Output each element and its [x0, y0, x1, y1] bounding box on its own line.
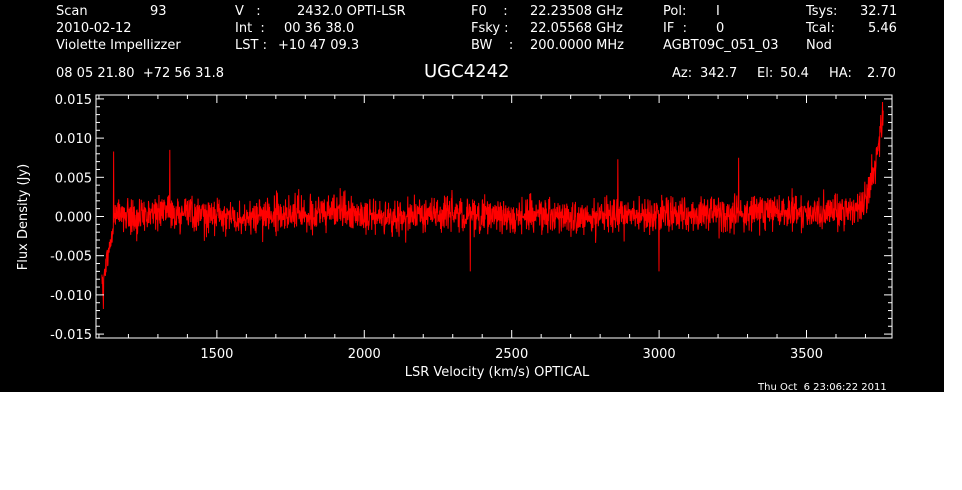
project-id: AGBT09C_051_03: [663, 38, 779, 53]
lst-value: +10 47 09.3: [278, 38, 360, 53]
x-tick-label: 1500: [200, 347, 233, 362]
spectrum-chart: 1500 2000 2500 3000 3500 -0.015 -0.010 -0.005 0.…: [16, 93, 893, 380]
az-label: Az:: [672, 66, 693, 81]
x-tick-label: 3000: [643, 347, 676, 362]
timestamp: Thu Oct 6 23:06:22 2011: [758, 382, 887, 393]
el-value: 50.4: [780, 66, 809, 81]
if-label: IF :: [663, 21, 687, 36]
source-name: UGC4242: [424, 61, 510, 82]
trace-layer: [101, 102, 884, 310]
bw-value: 200.0000 MHz: [530, 38, 624, 53]
y-tick-label: -0.015: [50, 328, 92, 343]
el-label: El:: [757, 66, 774, 81]
pol-value: I: [716, 4, 720, 19]
y-tick-label: 0.010: [55, 132, 92, 147]
int-value: 00 36 38.0: [284, 21, 355, 36]
ha-value: 2.70: [867, 66, 896, 81]
bw-label: BW :: [471, 38, 514, 53]
y-tick-label: 0.005: [55, 171, 92, 186]
tsys-value: 32.71: [860, 4, 898, 19]
ra-dec-coords: 08 05 21.80 +72 56 31.8: [56, 66, 225, 81]
obs-date: 2010-02-12: [56, 21, 132, 36]
f0-label: F0 :: [471, 4, 508, 19]
x-tick-label: 2000: [348, 347, 381, 362]
x-axis-label: LSR Velocity (km/s) OPTICAL: [405, 365, 590, 380]
pol-label: Pol:: [663, 4, 687, 19]
y-axis-label: Flux Density (Jy): [16, 164, 31, 270]
x-tick-label: 3500: [790, 347, 823, 362]
plot-panel: Scan 93 2010-02-12 Violette Impellizzer …: [0, 0, 944, 393]
observer-name: Violette Impellizzer: [56, 38, 181, 53]
f0-value: 22.23508 GHz: [530, 4, 623, 19]
scan-value: 93: [150, 4, 167, 19]
fsky-value: 22.05568 GHz: [530, 21, 623, 36]
tcal-value: 5.46: [868, 21, 897, 36]
int-label: Int :: [235, 21, 265, 36]
flux-trace: [101, 102, 884, 310]
fsky-label: Fsky :: [471, 21, 509, 36]
y-tick-label: 0.000: [55, 211, 92, 226]
procedure-name: Nod: [806, 38, 832, 53]
axes-layer: 1500 2000 2500 3000 3500 -0.015 -0.010 -0.005 0.…: [50, 93, 892, 362]
y-tick-label: -0.010: [50, 289, 92, 304]
y-tick-label: -0.005: [50, 250, 92, 265]
ha-label: HA:: [829, 66, 852, 81]
az-value: 342.7: [700, 66, 738, 81]
tsys-label: Tsys:: [806, 4, 838, 19]
if-value: 0: [716, 21, 725, 36]
x-tick-label: 2500: [495, 347, 528, 362]
velocity-label: V :: [235, 4, 261, 19]
scan-label: Scan: [56, 4, 88, 19]
tcal-label: Tcal:: [806, 21, 835, 36]
lst-label: LST :: [235, 38, 267, 53]
velocity-value: 2432.0 OPTI-LSR: [297, 4, 406, 19]
y-tick-label: 0.015: [55, 93, 92, 108]
